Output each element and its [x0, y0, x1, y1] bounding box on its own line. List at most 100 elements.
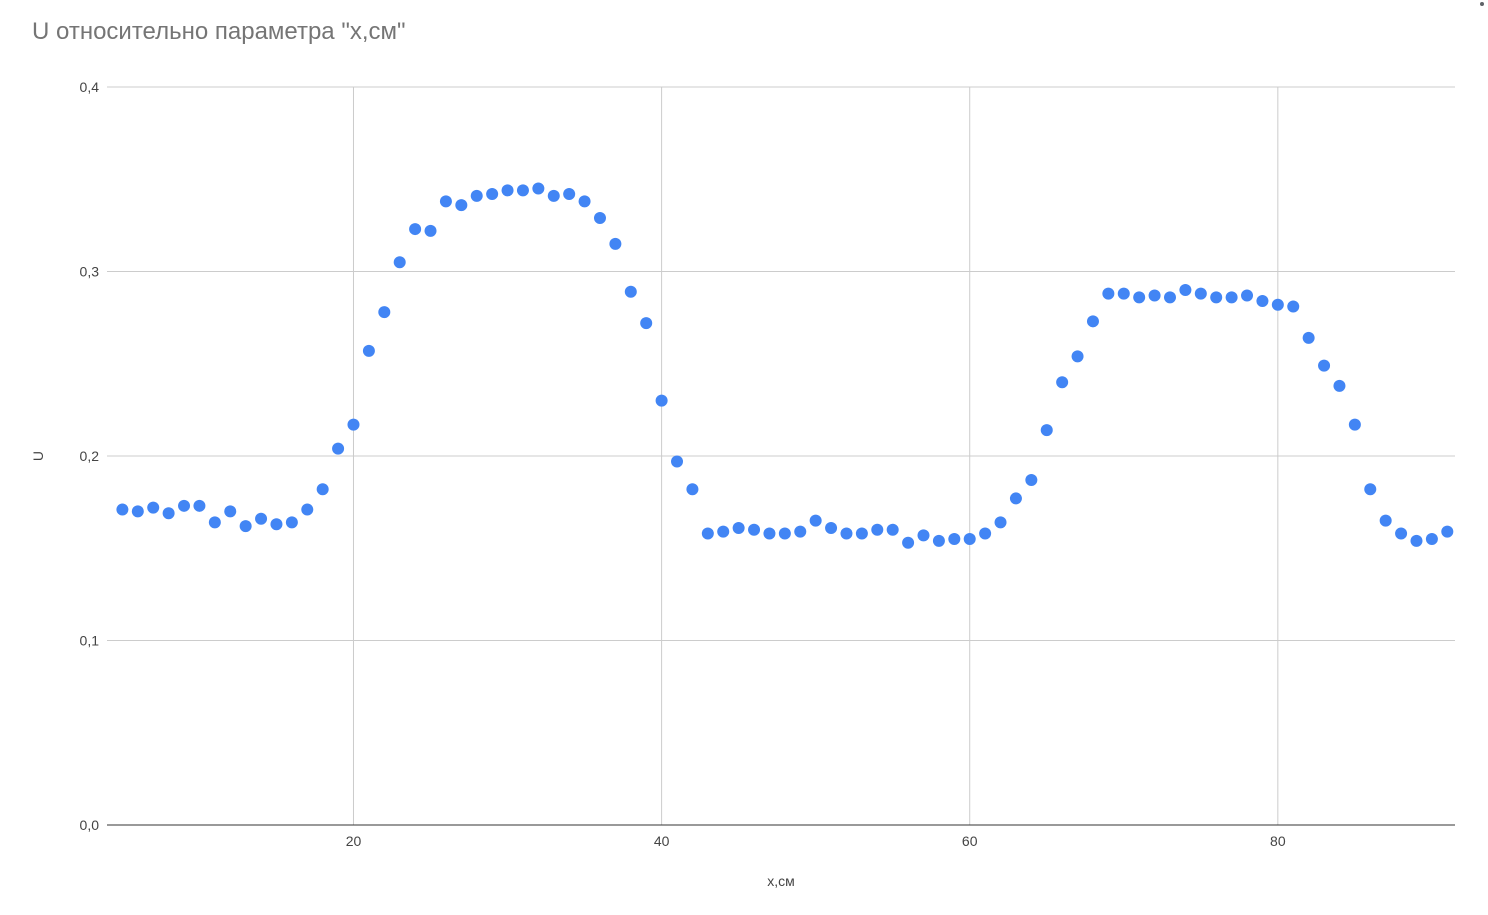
x-tick-label: 80: [1270, 833, 1286, 849]
more-options-icon[interactable]: [1480, 2, 1484, 6]
data-point: [362, 344, 375, 357]
y-axis-title: U: [30, 451, 46, 461]
data-point: [763, 527, 776, 540]
data-point: [1179, 283, 1192, 296]
data-point: [1333, 379, 1346, 392]
data-point: [1117, 287, 1130, 300]
data-point: [1102, 287, 1115, 300]
data-point: [378, 306, 391, 319]
data-point: [655, 394, 668, 407]
data-point: [455, 199, 468, 212]
y-tick-label: 0,2: [80, 448, 100, 464]
data-point: [162, 507, 175, 520]
data-point: [131, 505, 144, 518]
data-point: [809, 514, 822, 527]
data-point: [932, 534, 945, 547]
data-point: [1210, 291, 1223, 304]
data-point: [1040, 424, 1053, 437]
data-point: [301, 503, 314, 516]
data-point: [1086, 315, 1099, 328]
data-point: [886, 523, 899, 536]
y-tick-label: 0,1: [80, 633, 100, 649]
data-point: [686, 483, 699, 496]
data-point: [1225, 291, 1238, 304]
data-point: [270, 518, 283, 531]
data-point: [732, 521, 745, 534]
data-point: [1194, 287, 1207, 300]
data-point: [1395, 527, 1408, 540]
data-point: [1241, 289, 1254, 302]
data-point: [285, 516, 298, 529]
data-point: [1071, 350, 1084, 363]
grid-lines: [107, 86, 1455, 825]
data-point: [701, 527, 714, 540]
data-point: [193, 499, 206, 512]
data-points: [116, 182, 1454, 549]
data-point: [516, 184, 529, 197]
data-point: [609, 237, 622, 250]
data-point: [393, 256, 406, 269]
data-point: [332, 442, 345, 455]
data-point: [994, 516, 1007, 529]
data-point: [1133, 291, 1146, 304]
data-point: [486, 188, 499, 201]
data-point: [116, 503, 129, 516]
data-point: [409, 223, 422, 236]
data-point: [347, 418, 360, 431]
data-point: [1302, 331, 1315, 344]
data-point: [794, 525, 807, 538]
data-point: [917, 529, 930, 542]
data-point: [208, 516, 221, 529]
x-tick-label: 20: [346, 833, 362, 849]
data-point: [1287, 300, 1300, 313]
data-point: [593, 211, 606, 224]
data-point: [239, 520, 252, 533]
data-point: [532, 182, 545, 195]
data-point: [963, 533, 976, 546]
data-point: [840, 527, 853, 540]
data-point: [979, 527, 992, 540]
data-point: [1056, 376, 1069, 389]
data-point: [1009, 492, 1022, 505]
y-tick-label: 0,3: [80, 264, 100, 280]
y-tick-label: 0,4: [80, 79, 100, 95]
data-point: [1379, 514, 1392, 527]
data-point: [671, 455, 684, 468]
x-tick-label: 40: [654, 833, 670, 849]
data-point: [1425, 533, 1438, 546]
data-point: [1271, 298, 1284, 311]
data-point: [855, 527, 868, 540]
x-tick-label: 60: [962, 833, 978, 849]
x-axis-title: x,см: [767, 873, 795, 889]
data-point: [578, 195, 591, 208]
data-point: [902, 536, 915, 549]
data-point: [224, 505, 237, 518]
data-point: [1364, 483, 1377, 496]
data-point: [316, 483, 329, 496]
data-point: [439, 195, 452, 208]
data-point: [871, 523, 884, 536]
data-point: [424, 224, 437, 237]
y-tick-label: 0,0: [80, 817, 100, 833]
data-point: [1318, 359, 1331, 372]
data-point: [1410, 534, 1423, 547]
data-point: [1148, 289, 1161, 302]
data-point: [547, 189, 560, 202]
data-point: [255, 512, 268, 525]
data-point: [1163, 291, 1176, 304]
data-point: [717, 525, 730, 538]
tick-labels: 0,0 0,1 0,2 0,3 0,4 20 40 60 80: [80, 79, 1286, 849]
data-point: [501, 184, 514, 197]
data-point: [748, 523, 761, 536]
data-point: [563, 188, 576, 201]
data-point: [778, 527, 791, 540]
data-point: [1441, 525, 1454, 538]
data-point: [624, 285, 637, 298]
data-point: [1256, 295, 1269, 308]
data-point: [470, 189, 483, 202]
data-point: [1348, 418, 1361, 431]
data-point: [948, 533, 961, 546]
data-point: [147, 501, 160, 514]
chart-title: U относительно параметра "x,см": [32, 18, 406, 45]
